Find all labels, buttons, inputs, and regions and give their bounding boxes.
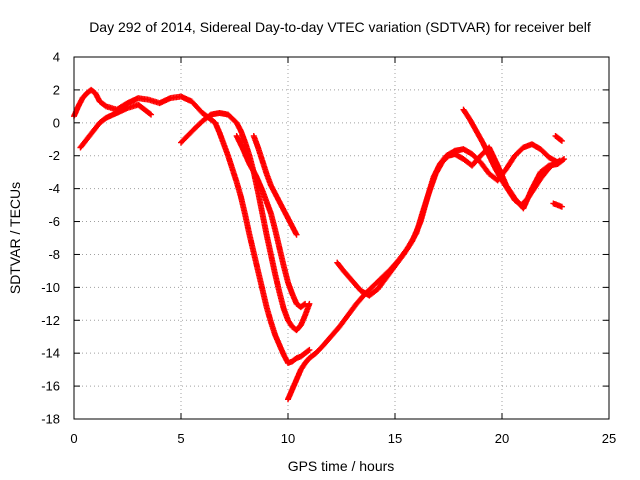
grid-lines: [74, 57, 609, 419]
y-tick-label: 2: [53, 82, 60, 97]
series-track-i: [550, 200, 565, 210]
axis-ticks: 0 5 10 15 20 25 -18 -16 -14 -12 -10 -8 -6 -4 -2 0 2 4: [41, 50, 616, 447]
plus-markers: [550, 200, 565, 210]
y-axis-label: SDTVAR / TECUs: [7, 182, 23, 294]
plus-markers: [233, 132, 309, 311]
series-track-f: [285, 144, 568, 403]
series-track-d: [77, 101, 155, 151]
x-tick-label: 5: [177, 431, 184, 446]
plus-markers: [460, 106, 563, 209]
y-tick-label: -14: [41, 346, 60, 361]
y-tick-label: -16: [41, 379, 60, 394]
plus-markers: [552, 132, 565, 144]
x-tick-label: 15: [388, 431, 402, 446]
y-tick-label: -2: [48, 148, 60, 163]
plot-area-frame: [73, 56, 610, 420]
x-tick-label: 20: [495, 431, 509, 446]
y-tick-label: -18: [41, 412, 60, 427]
series-track-e: [250, 132, 300, 238]
chart-title: Day 292 of 2014, Sidereal Day-to-day VTE…: [89, 19, 591, 35]
plus-markers: [77, 101, 155, 151]
y-tick-label: -4: [48, 181, 60, 196]
x-tick-label: 0: [70, 431, 77, 446]
plus-markers: [285, 144, 568, 403]
y-tick-label: 0: [53, 115, 60, 130]
series-track-j: [552, 132, 565, 144]
plus-markers: [334, 141, 561, 299]
y-tick-label: -10: [41, 280, 60, 295]
x-tick-label: 25: [602, 431, 616, 446]
plus-markers: [178, 109, 313, 334]
x-axis-label: GPS time / hours: [288, 458, 395, 474]
y-tick-label: -12: [41, 313, 60, 328]
plus-markers: [250, 132, 300, 238]
data-series: [71, 86, 568, 403]
x-tick-label: 10: [281, 431, 295, 446]
series-track-c: [233, 132, 309, 311]
y-tick-label: -8: [48, 247, 60, 262]
series-track-b: [178, 109, 313, 334]
y-tick-label: 4: [53, 50, 60, 65]
series-track-g: [334, 141, 561, 299]
y-tick-label: -6: [48, 214, 60, 229]
series-track-h: [460, 106, 563, 209]
